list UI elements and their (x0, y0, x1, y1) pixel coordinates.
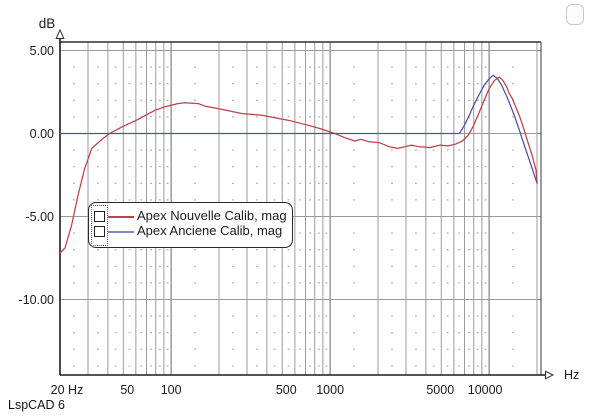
svg-text:-5.00: -5.00 (26, 210, 55, 224)
svg-text:1000: 1000 (316, 383, 344, 397)
svg-text:-10.00: -10.00 (19, 293, 54, 307)
svg-text:10000: 10000 (468, 383, 503, 397)
plot-legend[interactable]: Apex Nouvelle Calib, mag Apex Anciene Ca… (88, 202, 293, 248)
legend-label-nouvelle: Apex Nouvelle Calib, mag (137, 208, 287, 223)
svg-text:Hz: Hz (564, 368, 579, 382)
app-name-label: LspCAD 6 (8, 398, 65, 412)
legend-checkbox-anciene[interactable] (94, 226, 105, 237)
legend-checkbox-nouvelle[interactable] (94, 211, 105, 222)
svg-text:dB: dB (39, 16, 56, 31)
svg-text:0.00: 0.00 (30, 127, 54, 141)
svg-text:5000: 5000 (426, 383, 454, 397)
svg-text:20 Hz: 20 Hz (51, 383, 84, 397)
svg-text:500: 500 (276, 383, 297, 397)
legend-line-swatch-nouvelle (108, 216, 134, 218)
window-corner-button[interactable] (566, 4, 584, 25)
svg-text:5.00: 5.00 (30, 44, 54, 58)
legend-line-swatch-anciene (108, 231, 134, 233)
svg-text:100: 100 (161, 383, 182, 397)
legend-selection-box (91, 205, 108, 246)
svg-text:50: 50 (120, 383, 134, 397)
legend-label-anciene: Apex Anciene Calib, mag (137, 223, 283, 238)
